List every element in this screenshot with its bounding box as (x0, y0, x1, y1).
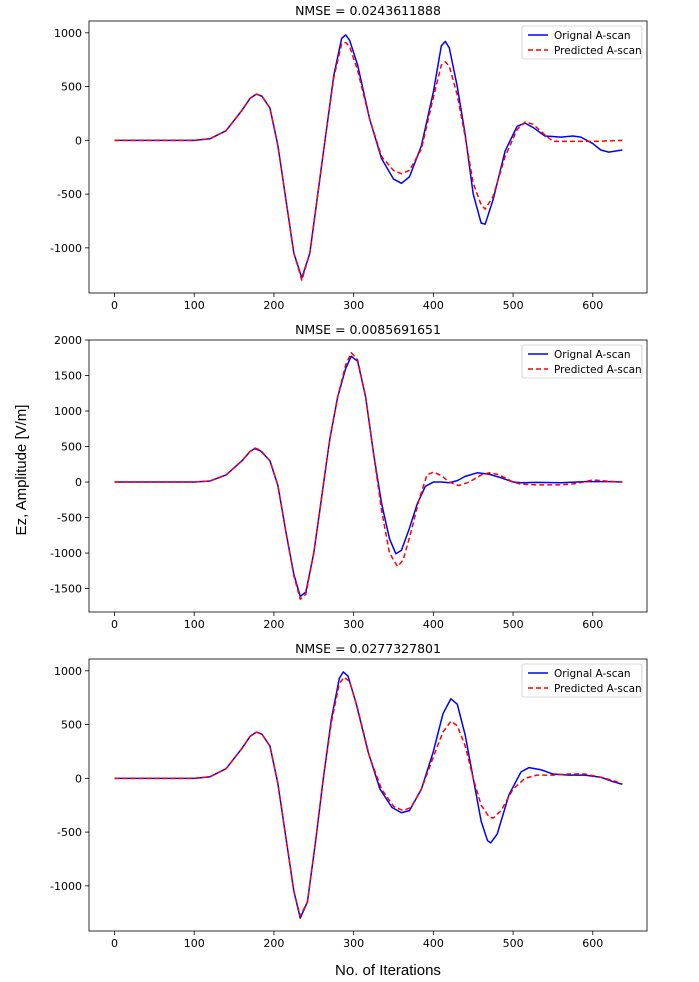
legend-box (521, 663, 643, 698)
series-line-predicted (114, 41, 623, 281)
y-axis-label: Ez, Amplitude [V/m] (13, 405, 30, 536)
x-tick-label: 500 (503, 299, 524, 312)
x-tick-label: 300 (343, 299, 364, 312)
chart-panel-3: 0 100 200 300 400 500 600 -1000 -500 0 500 1000 NMSE… (50, 641, 648, 950)
chart-title: NMSE = 0.0085691651 (295, 322, 441, 337)
legend-label: Orignal A-scan (554, 30, 631, 42)
x-tick-label: 400 (423, 618, 444, 631)
x-tick-label: 600 (582, 618, 603, 631)
y-tick-label: -1500 (50, 583, 82, 596)
x-tick-label: 200 (263, 618, 284, 631)
x-tick-label: 500 (503, 937, 524, 950)
chart-panel-1: 0 100 200 300 400 500 600 -1000 -500 0 500 1000 NMSE… (50, 3, 648, 312)
y-tick-label: 500 (61, 81, 82, 94)
legend-box (521, 25, 643, 60)
x-tick-label: 600 (582, 937, 603, 950)
legend-label: Predicted A-scan (554, 683, 642, 695)
y-tick-label: -500 (57, 512, 82, 525)
y-tick-label: 1000 (54, 665, 82, 678)
x-tick-label: 200 (263, 299, 284, 312)
y-tick-label: 0 (75, 134, 82, 147)
y-tick-label: 1500 (54, 370, 82, 383)
legend: Orignal A-scan Predicted A-scan (521, 344, 643, 379)
y-tick-label: 0 (75, 772, 82, 785)
y-tick-label: 500 (61, 441, 82, 454)
y-tick-label: 1000 (54, 405, 82, 418)
chart-title: NMSE = 0.0277327801 (295, 641, 441, 656)
x-tick-label: 100 (184, 618, 205, 631)
x-tick-label: 400 (423, 299, 444, 312)
series-line-predicted (114, 352, 623, 600)
x-tick-label: 400 (423, 937, 444, 950)
x-tick-label: 500 (503, 618, 524, 631)
y-tick-label: -1000 (50, 547, 82, 560)
y-tick-label: -500 (57, 188, 82, 201)
axes-frame (88, 339, 648, 613)
x-tick-label: 100 (184, 937, 205, 950)
axes-frame (88, 20, 648, 294)
x-axis-label: No. of Iterations (335, 962, 441, 979)
legend-label: Orignal A-scan (554, 668, 631, 680)
series-line-predicted (114, 676, 623, 917)
x-tick-label: 600 (582, 299, 603, 312)
legend-label: Predicted A-scan (554, 45, 642, 57)
x-tick-label: 300 (343, 937, 364, 950)
x-tick-label: 100 (184, 299, 205, 312)
axes-frame (88, 658, 648, 932)
x-tick-label: 200 (263, 937, 284, 950)
y-tick-label: -1000 (50, 242, 82, 255)
panels: 0 100 200 300 400 500 600-1000-50005001000NMSE… (50, 3, 648, 950)
x-tick-label: 300 (343, 618, 364, 631)
y-tick-label: 0 (75, 476, 82, 489)
y-tick-label: 1000 (54, 27, 82, 40)
chart-panel-2: 0 100 200 300 400 500 600 -1500 -1000 -500 0 500 100… (50, 322, 648, 631)
y-tick-label: 2000 (54, 334, 82, 347)
x-tick-label: 0 (111, 299, 118, 312)
legend-label: Predicted A-scan (554, 364, 642, 376)
x-tick-label: 0 (111, 937, 118, 950)
legend: Orignal A-scan Predicted A-scan (521, 663, 643, 698)
legend-label: Orignal A-scan (554, 349, 631, 361)
chart-title: NMSE = 0.0243611888 (295, 3, 441, 18)
y-tick-label: -500 (57, 826, 82, 839)
legend-box (521, 344, 643, 379)
y-tick-label: -1000 (50, 880, 82, 893)
x-tick-label: 0 (111, 618, 118, 631)
y-tick-label: 500 (61, 719, 82, 732)
legend: Orignal A-scan Predicted A-scan (521, 25, 643, 60)
